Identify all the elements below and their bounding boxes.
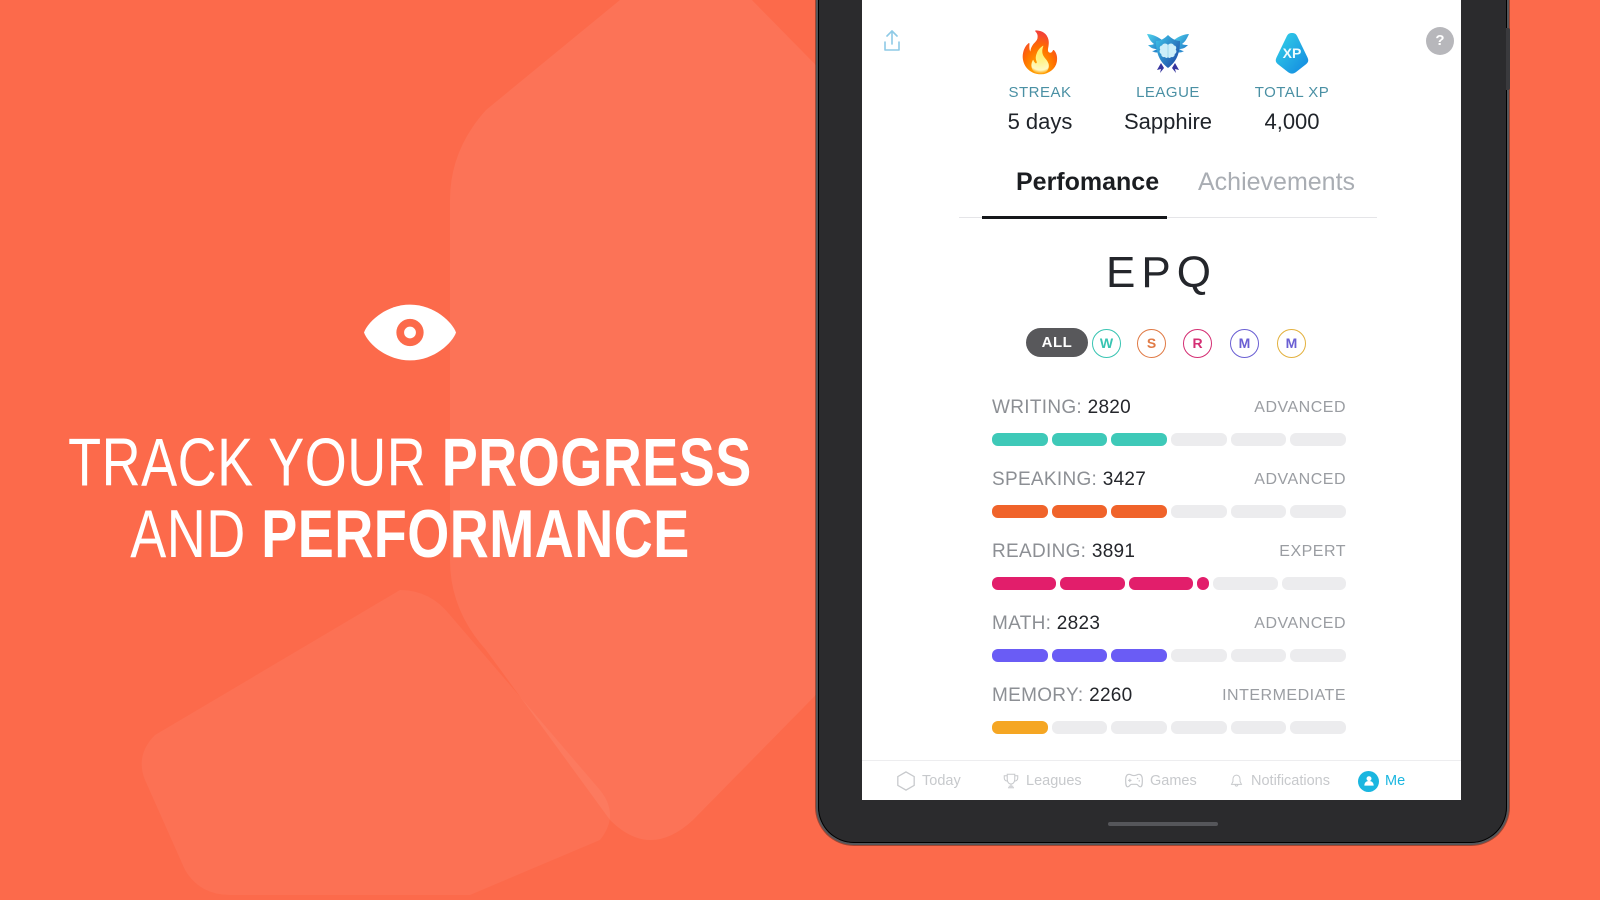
svg-text:XP: XP — [1283, 45, 1302, 61]
